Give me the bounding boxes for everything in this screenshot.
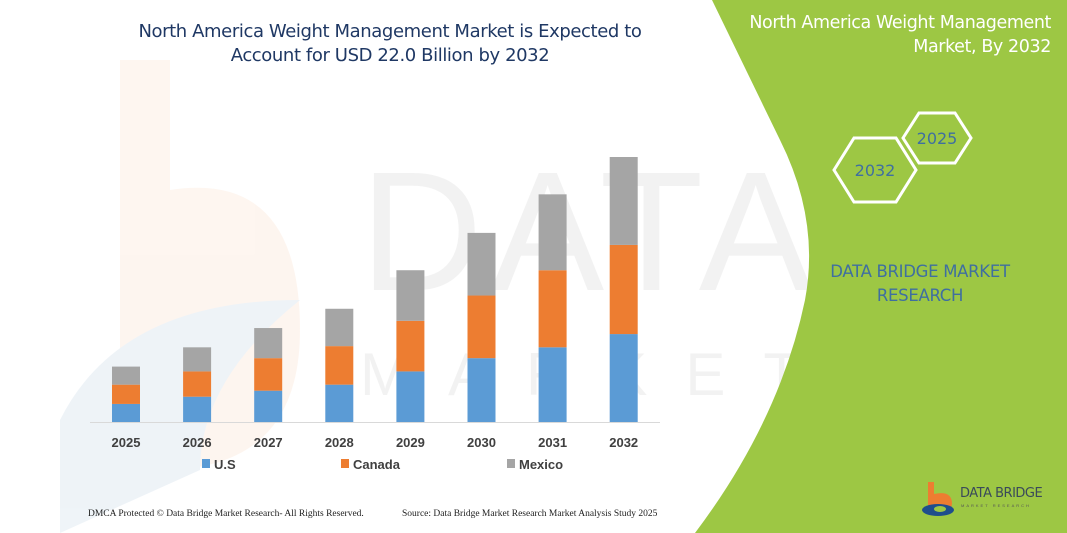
- legend-label: U.S: [214, 457, 236, 472]
- bar-canada-2032: [609, 244, 638, 335]
- bar-canada-2028: [325, 346, 354, 385]
- chart-title-line-1: North America Weight Management Market i…: [138, 21, 642, 42]
- logo-subtext: MARKET RESEARCH: [961, 503, 1031, 508]
- side-title-line-1: North America Weight Management: [749, 13, 1051, 33]
- hexagon-2025: [901, 111, 973, 165]
- legend-label: Canada: [353, 457, 401, 472]
- side-panel-shape: [695, 0, 1067, 533]
- x-tick-label: 2025: [112, 435, 141, 450]
- logo-text: DATA BRIDGE: [960, 486, 1043, 501]
- bar-canada-2027: [254, 358, 283, 391]
- bar-canada-2025: [112, 384, 140, 404]
- bar-canada-2026: [183, 371, 212, 397]
- bar-mexico-2028: [325, 308, 354, 347]
- legend-swatch-us: [202, 459, 210, 468]
- footer-source: Source: Data Bridge Market Research Mark…: [402, 509, 658, 519]
- bar-us-2030: [467, 358, 496, 422]
- side-title-line-2: Market, By 2032: [913, 37, 1051, 57]
- x-tick-label: 2031: [538, 435, 567, 450]
- bar-mexico-2032: [609, 157, 638, 245]
- footer-copyright: DMCA Protected © Data Bridge Market Rese…: [88, 509, 364, 519]
- hex-label-2032: 2032: [855, 161, 896, 180]
- bar-mexico-2026: [183, 347, 212, 372]
- brand-line-2: RESEARCH: [876, 286, 964, 305]
- hexagon-2032: [832, 136, 918, 204]
- side-panel-title: North America Weight Management Market, …: [711, 11, 1051, 59]
- x-tick-label: 2028: [325, 435, 354, 450]
- legend-swatch-mexico: [507, 459, 515, 468]
- bar-mexico-2030: [467, 232, 496, 296]
- brand-line-1: DATA BRIDGE MARKET: [830, 262, 1010, 281]
- bar-us-2027: [254, 390, 283, 422]
- bar-mexico-2029: [396, 270, 425, 321]
- bar-us-2032: [609, 334, 638, 422]
- chart: 2025 2026 2027 2028 2029 2030 2031 2032 U.S Canad…: [90, 157, 660, 472]
- legend-swatch-canada: [341, 459, 349, 468]
- x-tick-label: 2027: [254, 435, 283, 450]
- bar-mexico-2031: [538, 194, 567, 271]
- brand-text: DATA BRIDGE MARKET RESEARCH: [800, 260, 1040, 308]
- chart-title-line-2: Account for USD 22.0 Billion by 2032: [230, 45, 550, 66]
- bar-us-2031: [538, 347, 567, 422]
- x-tick-label: 2030: [467, 435, 496, 450]
- bar-canada-2029: [396, 320, 425, 372]
- bar-us-2028: [325, 384, 354, 422]
- x-tick-label: 2026: [183, 435, 212, 450]
- data-bridge-logo-icon: [922, 482, 954, 516]
- hex-label-2025: 2025: [917, 129, 958, 148]
- bar-mexico-2027: [254, 328, 283, 359]
- x-tick-label: 2032: [609, 435, 638, 450]
- x-tick-label: 2029: [396, 435, 425, 450]
- bar-canada-2030: [467, 295, 496, 359]
- bar-us-2026: [183, 396, 212, 422]
- bar-canada-2031: [538, 270, 567, 348]
- bar-us-2029: [396, 371, 425, 422]
- legend-label: Mexico: [519, 457, 563, 472]
- bar-mexico-2025: [112, 366, 140, 385]
- bar-us-2025: [112, 403, 140, 422]
- chart-title: North America Weight Management Market i…: [120, 20, 660, 68]
